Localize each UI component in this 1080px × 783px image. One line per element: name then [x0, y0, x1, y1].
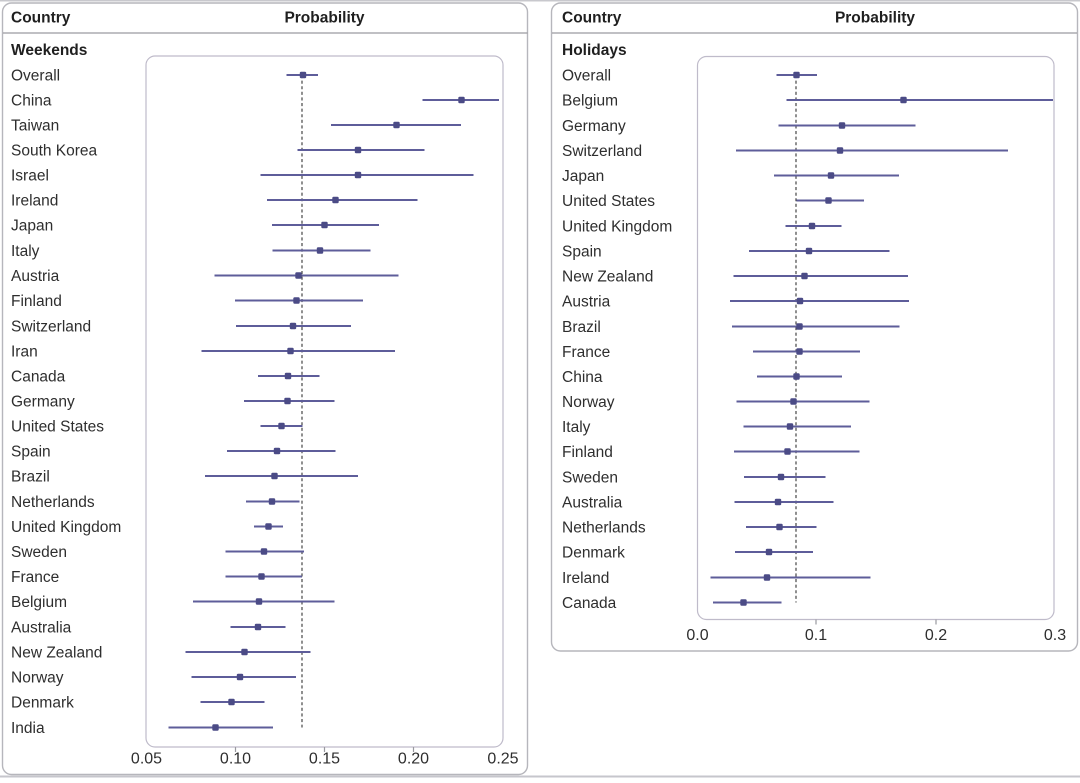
svg-text:Australia: Australia — [11, 619, 72, 636]
svg-text:China: China — [562, 369, 603, 386]
svg-text:0.2: 0.2 — [925, 627, 947, 644]
svg-text:Japan: Japan — [562, 168, 604, 185]
svg-text:Canada: Canada — [11, 368, 66, 385]
svg-text:Israel: Israel — [11, 167, 49, 184]
svg-text:Probability: Probability — [835, 10, 915, 27]
svg-text:0.1: 0.1 — [805, 627, 827, 644]
svg-text:Overall: Overall — [562, 67, 611, 84]
svg-text:Sweden: Sweden — [11, 544, 67, 561]
svg-text:Sweden: Sweden — [562, 469, 618, 486]
svg-text:Netherlands: Netherlands — [11, 494, 95, 511]
svg-text:Ireland: Ireland — [562, 570, 609, 587]
svg-text:0.05: 0.05 — [131, 751, 162, 768]
svg-text:Denmark: Denmark — [562, 544, 625, 561]
svg-text:China: China — [11, 92, 52, 109]
svg-text:United States: United States — [11, 418, 104, 435]
svg-text:Switzerland: Switzerland — [562, 143, 642, 160]
svg-text:Weekends: Weekends — [11, 42, 87, 59]
svg-text:Brazil: Brazil — [562, 319, 601, 336]
svg-text:Belgium: Belgium — [562, 92, 618, 109]
svg-text:Country: Country — [562, 10, 622, 27]
svg-text:France: France — [562, 344, 610, 361]
svg-text:India: India — [11, 720, 45, 737]
svg-text:Germany: Germany — [11, 393, 75, 410]
svg-text:0.0: 0.0 — [686, 627, 708, 644]
svg-text:Finland: Finland — [562, 444, 613, 461]
svg-text:Spain: Spain — [11, 443, 51, 460]
svg-text:Austria: Austria — [11, 268, 60, 285]
svg-text:Finland: Finland — [11, 293, 62, 310]
svg-text:Taiwan: Taiwan — [11, 117, 59, 134]
svg-text:0.20: 0.20 — [398, 751, 429, 768]
svg-text:Netherlands: Netherlands — [562, 519, 646, 536]
svg-text:United Kingdom: United Kingdom — [11, 519, 121, 536]
svg-text:Switzerland: Switzerland — [11, 318, 91, 335]
svg-text:Probability: Probability — [284, 10, 364, 27]
svg-text:France: France — [11, 569, 59, 586]
svg-text:0.10: 0.10 — [220, 751, 251, 768]
svg-text:Italy: Italy — [562, 419, 591, 436]
svg-text:New Zealand: New Zealand — [562, 268, 653, 285]
svg-text:Holidays: Holidays — [562, 42, 627, 59]
svg-text:Norway: Norway — [11, 669, 64, 686]
svg-text:South Korea: South Korea — [11, 142, 98, 159]
svg-text:Spain: Spain — [562, 243, 602, 260]
svg-text:Austria: Austria — [562, 293, 611, 310]
svg-text:Brazil: Brazil — [11, 468, 50, 485]
svg-text:United States: United States — [562, 193, 655, 210]
svg-text:Belgium: Belgium — [11, 594, 67, 611]
svg-text:Iran: Iran — [11, 343, 38, 360]
svg-text:Overall: Overall — [11, 67, 60, 84]
svg-text:United Kingdom: United Kingdom — [562, 218, 672, 235]
svg-text:0.15: 0.15 — [309, 751, 340, 768]
svg-text:Australia: Australia — [562, 494, 623, 511]
svg-text:Japan: Japan — [11, 217, 53, 234]
svg-text:0.3: 0.3 — [1044, 627, 1066, 644]
svg-text:Country: Country — [11, 10, 71, 27]
svg-text:New Zealand: New Zealand — [11, 644, 102, 661]
svg-text:Canada: Canada — [562, 595, 617, 612]
svg-text:Ireland: Ireland — [11, 192, 58, 209]
svg-text:0.25: 0.25 — [487, 751, 518, 768]
svg-text:Denmark: Denmark — [11, 694, 74, 711]
svg-text:Italy: Italy — [11, 243, 40, 260]
svg-text:Norway: Norway — [562, 394, 615, 411]
svg-text:Germany: Germany — [562, 118, 626, 135]
